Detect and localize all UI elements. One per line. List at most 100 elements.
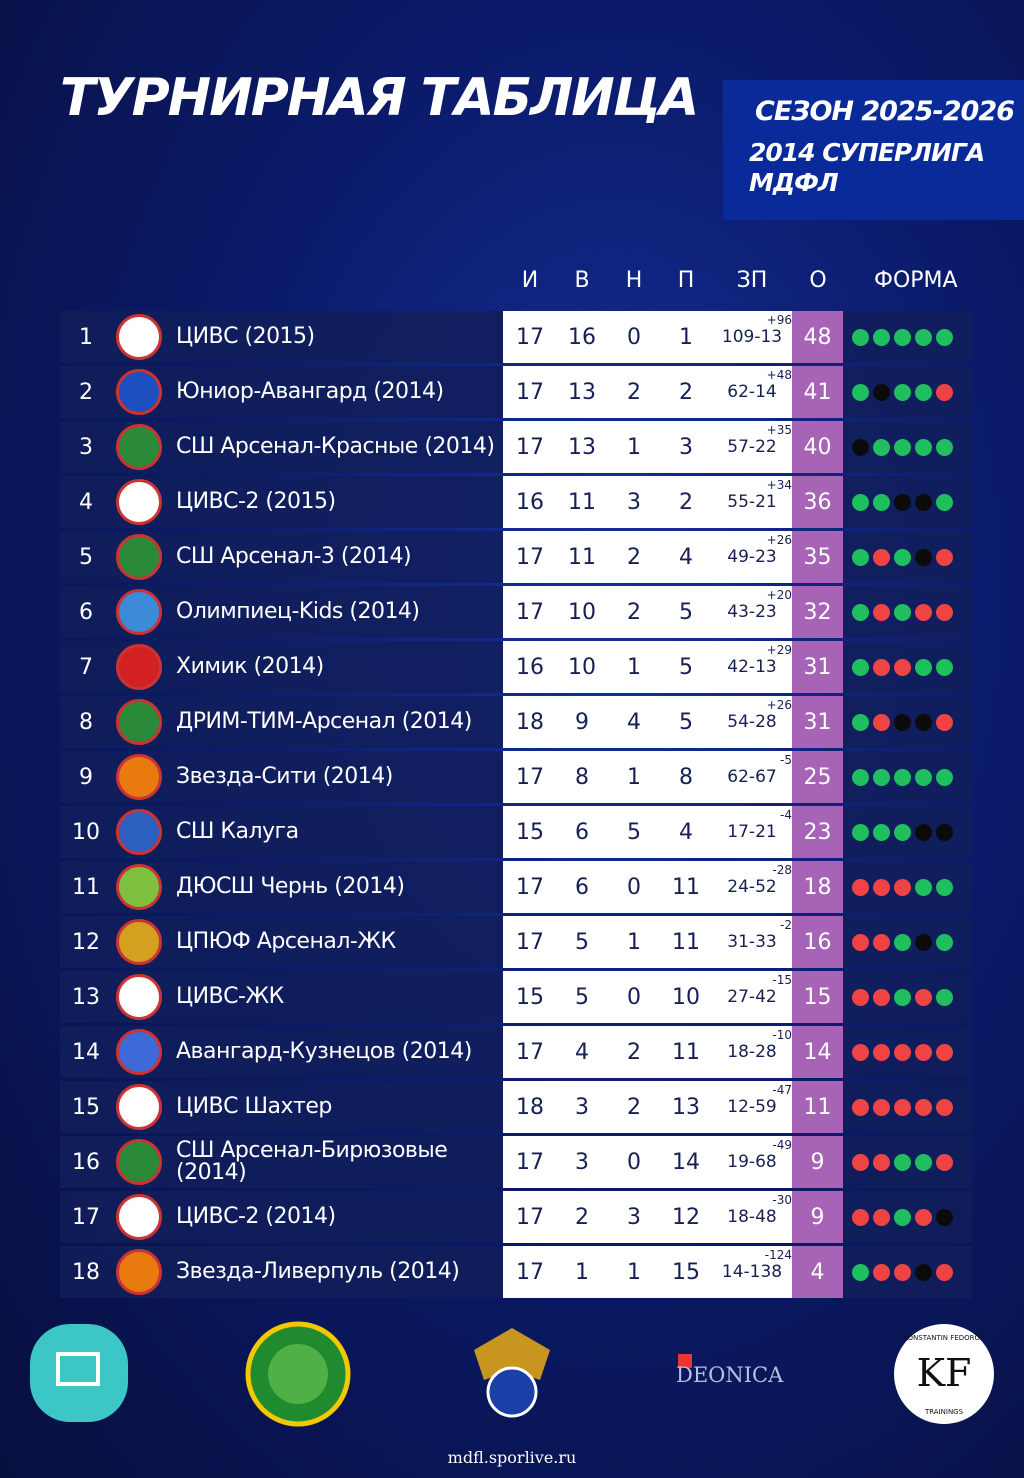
team-logo bbox=[116, 1249, 162, 1295]
table-row: 9 Звезда-Сити (2014) 17 8 1 8 62-67 -5 25 bbox=[60, 751, 972, 803]
form-dot bbox=[852, 824, 869, 841]
team-name: Звезда-Сити (2014) bbox=[176, 764, 393, 789]
form-dot bbox=[894, 714, 911, 731]
form bbox=[843, 861, 972, 913]
position: 9 bbox=[79, 764, 93, 790]
stat: 17 bbox=[516, 929, 544, 955]
position: 15 bbox=[72, 1094, 100, 1120]
team-logo bbox=[116, 1084, 162, 1130]
form bbox=[843, 916, 972, 968]
form-dot bbox=[873, 1264, 890, 1281]
goal-diff: +26 bbox=[766, 533, 792, 547]
position: 17 bbox=[72, 1204, 100, 1230]
team-logo bbox=[116, 534, 162, 580]
form-dot bbox=[936, 934, 953, 951]
team-logo bbox=[116, 314, 162, 360]
points: 40 bbox=[792, 421, 843, 473]
form-dot bbox=[873, 989, 890, 1006]
position: 12 bbox=[72, 929, 100, 955]
team-cell: 8 ДРИМ-ТИМ-Арсенал (2014) bbox=[60, 696, 503, 748]
form-dot bbox=[915, 1209, 932, 1226]
goal-diff: -30 bbox=[772, 1193, 792, 1207]
form-dot bbox=[894, 439, 911, 456]
team-logo bbox=[116, 809, 162, 855]
form-dot bbox=[873, 439, 890, 456]
team-name: Юниор-Авангард (2014) bbox=[176, 379, 444, 404]
emblem-ball bbox=[486, 1366, 538, 1418]
stats-cell: 17 6 0 11 24-52 -28 bbox=[503, 861, 792, 913]
team-name: СШ Калуга bbox=[176, 819, 299, 844]
goal-diff: +34 bbox=[766, 478, 792, 492]
form-dot bbox=[936, 329, 953, 346]
position: 5 bbox=[79, 544, 93, 570]
goal-diff: -49 bbox=[772, 1138, 792, 1152]
table-row: 5 СШ Арсенал-3 (2014) 17 11 2 4 49-23 +26 35 bbox=[60, 531, 972, 583]
form-dot bbox=[894, 494, 911, 511]
stat: 17 bbox=[516, 1259, 544, 1285]
organizer: МДФЛ bbox=[749, 168, 839, 197]
stat: 8 bbox=[575, 764, 589, 790]
team-logo bbox=[116, 644, 162, 690]
team-name: Олимпиец-Kids (2014) bbox=[176, 599, 420, 624]
stat: 17 bbox=[516, 1149, 544, 1175]
team-cell: 15 ЦИВС Шахтер bbox=[60, 1081, 503, 1133]
stats-cell: 17 13 1 3 57-22 +35 bbox=[503, 421, 792, 473]
goals: 55-21 bbox=[727, 492, 777, 512]
points: 16 bbox=[792, 916, 843, 968]
stat: 5 bbox=[679, 654, 693, 680]
table-row: 13 ЦИВС-ЖК 15 5 0 10 27-42 -15 15 bbox=[60, 971, 972, 1023]
points: 35 bbox=[792, 531, 843, 583]
stat: 11 bbox=[672, 929, 700, 955]
form-dot bbox=[936, 769, 953, 786]
stat: 1 bbox=[627, 929, 641, 955]
sponsor: DEONICA bbox=[676, 1363, 784, 1387]
position: 10 bbox=[72, 819, 100, 845]
stat: 4 bbox=[575, 1039, 589, 1065]
position: 11 bbox=[72, 874, 100, 900]
column-header: П bbox=[677, 268, 695, 293]
column-header: ЗП bbox=[736, 268, 768, 293]
goal-diff: +96 bbox=[766, 313, 792, 327]
kf-name: KONSTANTIN FEDOROV bbox=[903, 1334, 985, 1342]
points: 25 bbox=[792, 751, 843, 803]
table-row: 7 Химик (2014) 16 10 1 5 42-13 +29 31 bbox=[60, 641, 972, 693]
form bbox=[843, 806, 972, 858]
form-dot bbox=[894, 824, 911, 841]
form-dot bbox=[852, 659, 869, 676]
team-cell: 9 Звезда-Сити (2014) bbox=[60, 751, 503, 803]
form-dot bbox=[936, 439, 953, 456]
goal-diff: -4 bbox=[780, 808, 792, 822]
position: 1 bbox=[79, 324, 93, 350]
logo bbox=[30, 1324, 128, 1422]
form-dot bbox=[915, 439, 932, 456]
stat: 2 bbox=[627, 544, 641, 570]
form-dot bbox=[894, 329, 911, 346]
team-logo bbox=[116, 369, 162, 415]
form-dot bbox=[894, 1264, 911, 1281]
stat: 0 bbox=[627, 1149, 641, 1175]
stat: 2 bbox=[627, 1039, 641, 1065]
team-name: Авангард-Кузнецов (2014) bbox=[176, 1039, 472, 1064]
table-row: 15 ЦИВС Шахтер 18 3 2 13 12-59 -47 11 bbox=[60, 1081, 972, 1133]
form bbox=[843, 311, 972, 363]
form-dot bbox=[873, 604, 890, 621]
stat: 11 bbox=[672, 874, 700, 900]
stat: 1 bbox=[627, 434, 641, 460]
team-cell: 2 Юниор-Авангард (2014) bbox=[60, 366, 503, 418]
form-dot bbox=[894, 384, 911, 401]
goals: 12-59 bbox=[727, 1097, 777, 1117]
stat: 1 bbox=[627, 764, 641, 790]
form-dot bbox=[852, 329, 869, 346]
form-dot bbox=[873, 934, 890, 951]
column-header: Н bbox=[625, 268, 643, 293]
stat: 18 bbox=[516, 709, 544, 735]
team-cell: 10 СШ Калуга bbox=[60, 806, 503, 858]
form-dot bbox=[915, 989, 932, 1006]
form-dot bbox=[915, 879, 932, 896]
logo-icon bbox=[56, 1352, 100, 1386]
goal-diff: -10 bbox=[772, 1028, 792, 1042]
table-row: 4 ЦИВС-2 (2015) 16 11 3 2 55-21 +34 36 bbox=[60, 476, 972, 528]
form-dot bbox=[936, 1044, 953, 1061]
league: 2014 СУПЕРЛИГА bbox=[749, 138, 985, 167]
stat: 0 bbox=[627, 984, 641, 1010]
